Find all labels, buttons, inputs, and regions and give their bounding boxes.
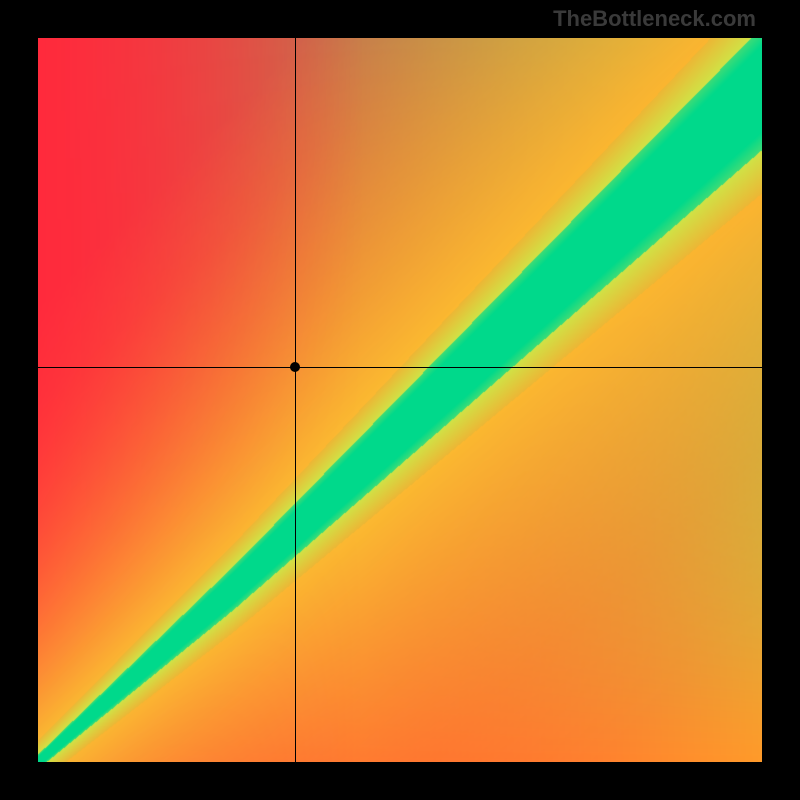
crosshair-horizontal xyxy=(38,367,762,368)
heatmap-canvas xyxy=(38,38,762,762)
watermark-text: TheBottleneck.com xyxy=(553,6,756,32)
plot-area xyxy=(38,38,762,762)
crosshair-vertical xyxy=(295,38,296,762)
